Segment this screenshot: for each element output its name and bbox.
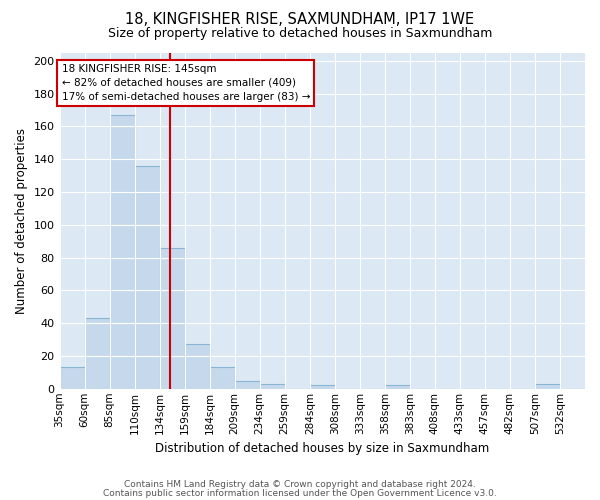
Bar xyxy=(535,384,560,389)
Bar xyxy=(310,386,335,389)
Bar xyxy=(209,368,235,389)
Bar xyxy=(235,380,260,389)
Text: Contains HM Land Registry data © Crown copyright and database right 2024.: Contains HM Land Registry data © Crown c… xyxy=(124,480,476,489)
Bar xyxy=(110,115,134,389)
Bar xyxy=(134,166,160,389)
Text: 18 KINGFISHER RISE: 145sqm
← 82% of detached houses are smaller (409)
17% of sem: 18 KINGFISHER RISE: 145sqm ← 82% of deta… xyxy=(62,64,310,102)
Bar xyxy=(385,386,410,389)
Text: Size of property relative to detached houses in Saxmundham: Size of property relative to detached ho… xyxy=(108,28,492,40)
Text: Contains public sector information licensed under the Open Government Licence v3: Contains public sector information licen… xyxy=(103,488,497,498)
X-axis label: Distribution of detached houses by size in Saxmundham: Distribution of detached houses by size … xyxy=(155,442,490,455)
Bar xyxy=(85,318,110,389)
Bar xyxy=(260,384,285,389)
Bar xyxy=(185,344,209,389)
Text: 18, KINGFISHER RISE, SAXMUNDHAM, IP17 1WE: 18, KINGFISHER RISE, SAXMUNDHAM, IP17 1W… xyxy=(125,12,475,28)
Y-axis label: Number of detached properties: Number of detached properties xyxy=(15,128,28,314)
Bar xyxy=(59,368,85,389)
Bar xyxy=(160,248,185,389)
